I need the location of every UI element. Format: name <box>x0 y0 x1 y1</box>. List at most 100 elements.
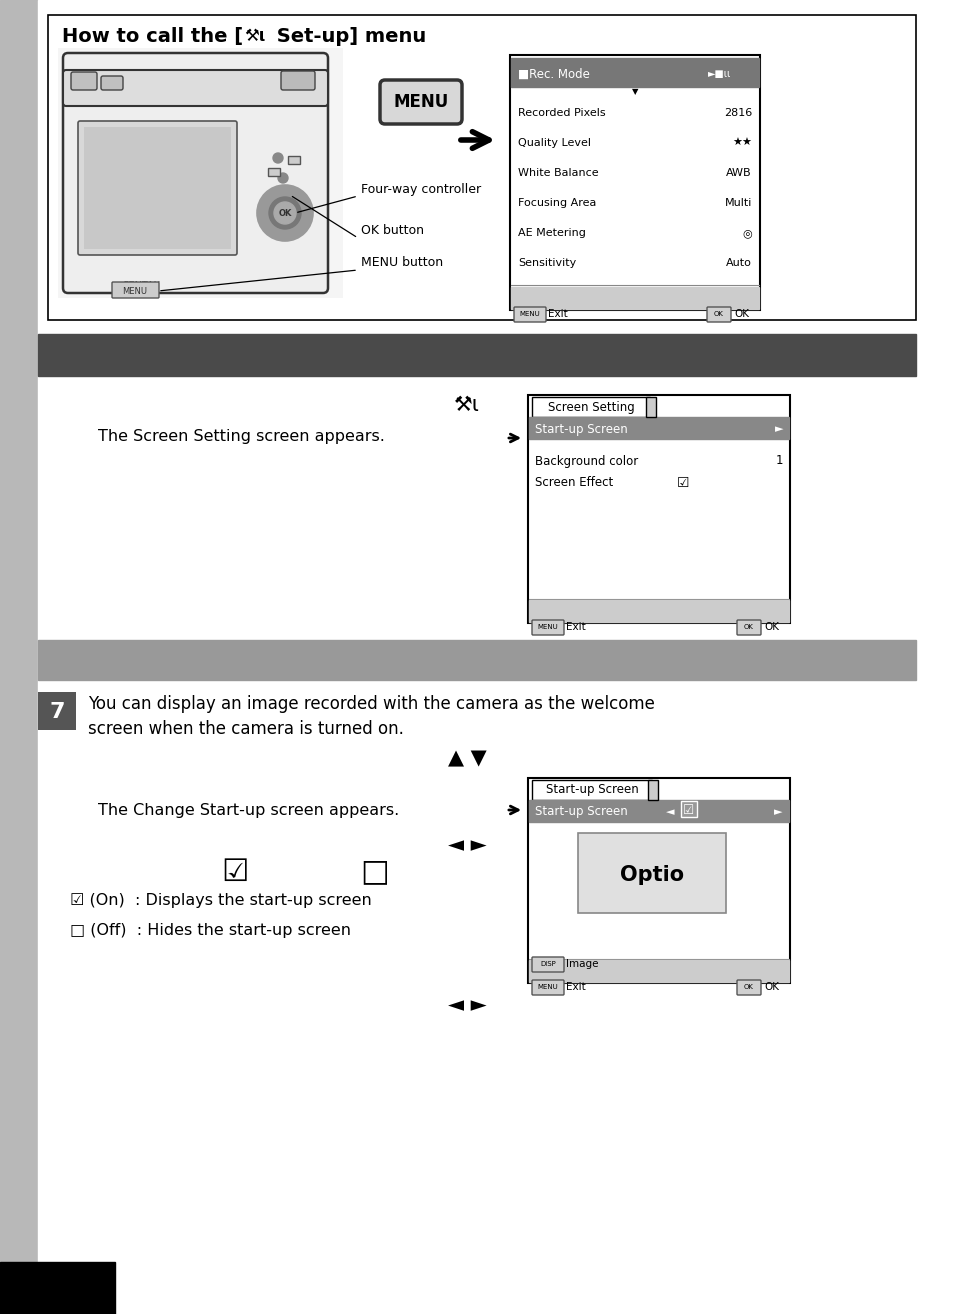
Text: ■Rec. Mode: ■Rec. Mode <box>517 67 589 80</box>
Text: ▲ ▼: ▲ ▼ <box>447 748 486 767</box>
FancyBboxPatch shape <box>379 80 461 124</box>
Text: Start-up Screen: Start-up Screen <box>535 423 627 435</box>
Text: Multi: Multi <box>724 198 751 208</box>
Text: Screen Setting: Screen Setting <box>547 401 634 414</box>
Text: OK: OK <box>763 982 779 992</box>
Circle shape <box>277 173 288 183</box>
Text: Four-way controller: Four-way controller <box>360 183 480 196</box>
FancyBboxPatch shape <box>706 307 730 322</box>
Bar <box>0 1261 115 1314</box>
FancyBboxPatch shape <box>737 980 760 995</box>
FancyBboxPatch shape <box>680 802 697 817</box>
Text: Quality Level: Quality Level <box>517 138 590 148</box>
Text: Start-up Screen: Start-up Screen <box>535 805 627 819</box>
Text: □: □ <box>360 858 389 887</box>
FancyBboxPatch shape <box>101 76 123 89</box>
Bar <box>38 334 915 376</box>
FancyBboxPatch shape <box>532 957 563 972</box>
Bar <box>529 600 788 622</box>
Text: The Change Start-up screen appears.: The Change Start-up screen appears. <box>98 803 399 817</box>
Text: OK: OK <box>763 622 779 632</box>
Text: The Screen Setting screen appears.: The Screen Setting screen appears. <box>98 430 384 444</box>
Text: ►: ► <box>774 424 782 434</box>
Text: ▼: ▼ <box>631 88 638 96</box>
Text: MENU: MENU <box>537 984 558 989</box>
Text: MENU: MENU <box>393 93 448 110</box>
Text: Exit: Exit <box>547 309 567 319</box>
Text: OK: OK <box>713 311 723 317</box>
Text: ◄ ►: ◄ ► <box>447 834 486 855</box>
Bar <box>647 781 658 800</box>
Text: Set-up] menu: Set-up] menu <box>270 28 426 46</box>
FancyBboxPatch shape <box>281 71 314 89</box>
Bar <box>84 127 231 248</box>
Text: Sensitivity: Sensitivity <box>517 258 576 268</box>
Text: OK button: OK button <box>360 225 423 238</box>
FancyBboxPatch shape <box>38 692 76 731</box>
Text: ☑ (On)  : Displays the start-up screen: ☑ (On) : Displays the start-up screen <box>70 892 372 908</box>
Bar <box>288 156 299 164</box>
Text: ◄: ◄ <box>665 807 674 817</box>
Bar <box>511 58 759 87</box>
Bar <box>511 286 759 309</box>
Circle shape <box>256 185 313 240</box>
Text: ★★: ★★ <box>731 138 751 148</box>
Bar <box>529 417 788 439</box>
Bar <box>578 833 725 913</box>
Bar <box>48 14 915 321</box>
Text: Focusing Area: Focusing Area <box>517 198 596 208</box>
Circle shape <box>269 197 301 229</box>
Circle shape <box>273 152 283 163</box>
Text: ☑: ☑ <box>682 803 694 816</box>
Bar <box>510 55 760 310</box>
Text: ⚒ι: ⚒ι <box>454 396 479 415</box>
Text: AWB: AWB <box>725 168 751 177</box>
Text: ☑: ☑ <box>221 858 249 887</box>
FancyBboxPatch shape <box>63 70 328 106</box>
Bar <box>58 49 343 298</box>
FancyBboxPatch shape <box>78 121 236 255</box>
FancyBboxPatch shape <box>514 307 545 322</box>
Text: Optio: Optio <box>619 865 683 886</box>
Text: MENU: MENU <box>122 286 148 296</box>
Text: ⚒ι: ⚒ι <box>244 28 265 45</box>
FancyBboxPatch shape <box>737 620 760 635</box>
Text: Auto: Auto <box>725 258 751 268</box>
Text: White Balance: White Balance <box>517 168 598 177</box>
Text: You can display an image recorded with the camera as the welcome: You can display an image recorded with t… <box>88 695 654 714</box>
Bar <box>529 961 788 982</box>
FancyBboxPatch shape <box>532 397 649 417</box>
Text: DISP: DISP <box>539 961 556 967</box>
Text: 1: 1 <box>775 455 782 468</box>
Bar <box>0 0 38 1314</box>
Bar <box>529 800 788 823</box>
Text: ◎: ◎ <box>741 229 751 238</box>
Bar <box>527 396 789 623</box>
FancyBboxPatch shape <box>71 72 97 89</box>
Text: Screen Effect: Screen Effect <box>535 477 613 490</box>
Text: AE Metering: AE Metering <box>517 229 585 238</box>
Text: MENU: MENU <box>537 624 558 629</box>
Text: Exit: Exit <box>565 622 585 632</box>
FancyBboxPatch shape <box>532 620 563 635</box>
Text: OK: OK <box>743 624 753 629</box>
Bar <box>527 778 789 983</box>
Text: ☑: ☑ <box>676 476 688 490</box>
Text: ►■ιι: ►■ιι <box>707 70 731 79</box>
FancyBboxPatch shape <box>532 781 651 800</box>
Text: Start-up Screen: Start-up Screen <box>545 783 638 796</box>
FancyBboxPatch shape <box>532 980 563 995</box>
Bar <box>645 397 656 417</box>
Text: ►: ► <box>773 807 781 817</box>
Text: OK: OK <box>743 984 753 989</box>
FancyBboxPatch shape <box>112 283 159 298</box>
Text: Background color: Background color <box>535 455 638 468</box>
Text: MENU: MENU <box>519 311 539 317</box>
FancyBboxPatch shape <box>63 53 328 293</box>
Text: Recorded Pixels: Recorded Pixels <box>517 108 605 118</box>
Text: OK: OK <box>733 309 748 319</box>
Text: Exit: Exit <box>565 982 585 992</box>
Text: OK: OK <box>278 209 292 218</box>
Text: PENTAX: PENTAX <box>123 281 160 290</box>
Bar <box>268 168 280 176</box>
